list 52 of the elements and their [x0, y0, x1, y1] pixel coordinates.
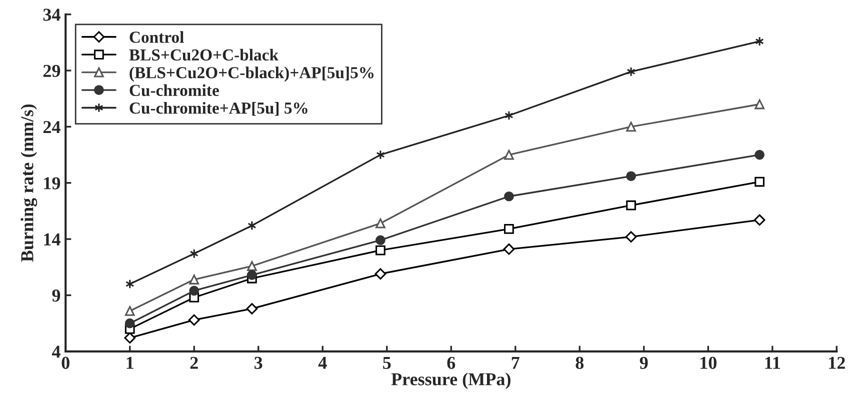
point	[124, 318, 135, 328]
x-tick-label: 6	[447, 356, 456, 369]
legend-label: BLS+Cu2O+C-black	[129, 48, 278, 61]
point	[504, 224, 514, 234]
point	[376, 245, 386, 256]
point	[626, 200, 636, 210]
y-tick-label: 14	[44, 233, 60, 246]
x-tick-label: 2	[190, 356, 198, 369]
x-axis-title: Pressure (MPa)	[391, 372, 510, 390]
x-tick-label: 12	[829, 356, 845, 369]
legend-label: Cu-chromite+AP[5u] 5%	[130, 102, 308, 116]
y-tick-label: 4	[52, 346, 60, 358]
point	[124, 306, 135, 316]
x-tick-label: 3	[254, 356, 262, 369]
point	[376, 235, 386, 246]
x-tick-label: 0	[62, 356, 70, 369]
point	[503, 244, 515, 255]
point	[754, 99, 764, 110]
point	[374, 268, 386, 280]
x-tick-label: 4	[318, 356, 327, 369]
point	[247, 270, 257, 280]
y-tick-label: 29	[43, 64, 60, 77]
point	[376, 218, 386, 228]
y-tick-label: 19	[44, 177, 60, 190]
x-tick-label: 1	[126, 356, 134, 369]
point	[189, 286, 200, 296]
point	[754, 214, 766, 226]
legend-label: Cu-chromite	[130, 84, 219, 96]
point	[754, 176, 764, 187]
point	[504, 191, 514, 202]
y-axis-title: Burning rate (mm/s)	[20, 104, 38, 262]
y-tick-label: 34	[43, 8, 60, 21]
legend-label: Control	[130, 31, 184, 43]
point	[625, 231, 637, 242]
x-tick-label: 7	[512, 356, 520, 369]
y-tick-label: 9	[52, 290, 60, 302]
point	[754, 150, 764, 160]
point	[247, 261, 257, 271]
x-tick-label: 8	[576, 356, 584, 369]
point	[626, 122, 636, 132]
point	[246, 303, 258, 314]
x-tick-label: 10	[700, 356, 716, 369]
point	[189, 274, 200, 284]
point	[626, 171, 636, 182]
x-tick-label: 11	[765, 356, 780, 369]
y-tick-label: 24	[43, 121, 60, 133]
legend-label: (BLS+Cu2O+C-black)+AP[5u]5%	[130, 66, 374, 82]
x-tick-label: 5	[383, 356, 391, 369]
point	[124, 332, 136, 344]
point	[188, 314, 200, 326]
point	[504, 150, 514, 160]
x-tick-label: 9	[640, 356, 648, 369]
